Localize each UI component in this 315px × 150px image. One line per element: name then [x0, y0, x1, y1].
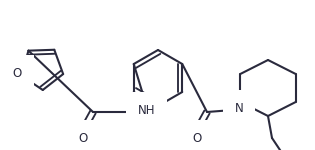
Text: NH: NH: [138, 103, 156, 117]
Text: O: O: [13, 67, 22, 80]
Text: O: O: [192, 132, 202, 144]
Text: O: O: [78, 132, 88, 144]
Text: N: N: [235, 102, 243, 114]
